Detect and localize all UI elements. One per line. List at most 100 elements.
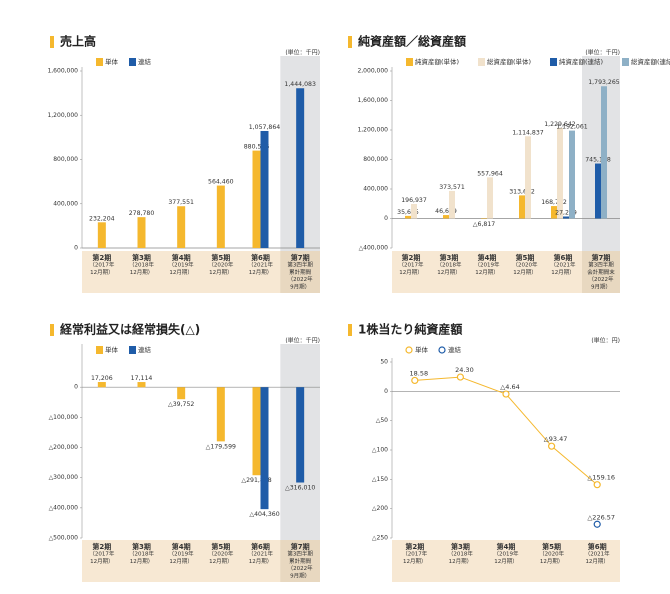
value-label: 1,229,642 (544, 121, 576, 128)
x-tick-label: （2017年 (399, 261, 424, 269)
x-tick-label: （2022年 (288, 564, 313, 572)
y-tick-label: △100 (372, 447, 388, 454)
title-marker (50, 324, 54, 336)
y-tick-label: △100,000 (49, 414, 79, 421)
value-label: △179,599 (206, 443, 236, 450)
x-tick-label: 12月期） (494, 558, 518, 565)
x-tick-label: 12月期） (130, 269, 154, 276)
bar (569, 130, 575, 219)
value-label: 27,279 (555, 209, 577, 216)
x-tick-label: 第6期 (588, 542, 607, 551)
value-label: 1,114,837 (512, 129, 544, 136)
x-tick-label: （2021年 (248, 261, 273, 269)
y-tick-label: 1,600,000 (357, 97, 388, 104)
category-band-highlight (582, 251, 620, 293)
x-tick-label: 9月期） (290, 283, 310, 290)
x-tick-label: （2020年 (513, 261, 538, 269)
y-tick-label: 0 (74, 245, 78, 252)
title-marker (348, 324, 352, 336)
bar (260, 130, 269, 248)
chart-title: 1株当たり純資産額 (358, 322, 462, 337)
legend-swatch (405, 346, 413, 354)
value-label: 1,192,061 (556, 124, 588, 131)
category-band-highlight (280, 251, 320, 293)
y-tick-label: 1,200,000 (47, 112, 78, 119)
y-tick-label: 2,000,000 (357, 68, 388, 75)
title-marker (50, 36, 54, 48)
value-label: 1,057,864 (249, 124, 281, 131)
x-tick-label: 12月期） (403, 558, 427, 565)
value-label: △6,817 (473, 221, 496, 228)
x-tick-label: 12月期） (209, 558, 233, 565)
x-tick-label: 12月期） (90, 558, 114, 565)
x-tick-label: （2018年 (129, 261, 154, 269)
x-tick-label: 12月期） (169, 269, 193, 276)
bar (97, 382, 106, 388)
y-tick-label: 400,000 (53, 200, 78, 207)
x-tick-label: 第2期 (405, 542, 424, 551)
bar (557, 127, 563, 219)
x-tick-label: （2022年 (589, 275, 614, 283)
y-tick-label: 800,000 (53, 156, 78, 163)
x-tick-label: 12月期） (540, 558, 564, 565)
bar (177, 206, 186, 248)
legend-swatch (96, 58, 103, 66)
x-tick-label: 第4期 (172, 542, 191, 551)
x-tick-label: 12月期） (249, 269, 273, 276)
legend-swatch (406, 58, 413, 66)
legend-label: 連結 (138, 57, 152, 66)
bar (411, 203, 417, 219)
legend-label: 総資産額(単体) (487, 57, 531, 66)
value-label: 745,178 (585, 157, 611, 164)
legend-swatch (96, 346, 103, 354)
y-tick-label: △50 (376, 417, 388, 424)
point (593, 520, 601, 528)
x-tick-label: （2019年 (169, 261, 194, 269)
x-tick-label: 第7期 (291, 253, 310, 262)
x-tick-label: 第5期 (516, 253, 535, 262)
value-label: 168,702 (541, 199, 567, 206)
x-tick-label: 第2期 (92, 253, 111, 262)
x-tick-label: 第3四半期 (287, 261, 313, 269)
x-tick-label: 会計期間末 (587, 268, 615, 276)
value-label: 17,114 (131, 375, 153, 382)
legend-label: 単体 (415, 345, 429, 354)
x-tick-label: 第6期 (554, 253, 573, 262)
value-label: 35,675 (397, 209, 419, 216)
point (593, 481, 601, 489)
legend-swatch (622, 58, 629, 66)
x-tick-label: 第5期 (211, 542, 230, 551)
x-tick-label: 第6期 (251, 253, 270, 262)
x-tick-label: （2020年 (208, 261, 233, 269)
unit-label: (単位：千円) (585, 49, 620, 57)
x-tick-label: （2017年 (89, 550, 114, 558)
x-tick-label: 第7期 (291, 542, 310, 551)
value-label: 557,964 (477, 170, 503, 177)
value-label: △4.64 (500, 383, 519, 391)
bar (296, 88, 305, 248)
x-tick-label: 12月期） (249, 558, 273, 565)
bar (449, 190, 455, 219)
unit-label: (単位：円) (591, 337, 620, 345)
bar (252, 387, 261, 476)
y-tick-label: △400,000 (49, 504, 79, 511)
bar (252, 150, 261, 248)
x-tick-label: 12月期） (169, 558, 193, 565)
value-label: △404,360 (249, 511, 279, 518)
legend-swatch (129, 58, 136, 66)
x-tick-label: 9月期） (591, 283, 611, 290)
value-label: 377,551 (168, 199, 194, 206)
chart-title: 経常利益又は経常損失(△) (60, 322, 200, 337)
x-tick-label: 12月期） (399, 269, 423, 276)
legend-swatch (129, 346, 136, 354)
value-label: △316,010 (285, 485, 315, 492)
y-tick-label: △500,000 (49, 535, 79, 542)
y-tick-label: 400,000 (363, 186, 388, 193)
bar (216, 387, 225, 442)
point (411, 376, 419, 385)
value-label: 373,571 (439, 184, 465, 191)
x-tick-label: 第6期 (251, 542, 270, 551)
bar (137, 217, 146, 248)
x-tick-label: 12月期） (585, 558, 609, 565)
